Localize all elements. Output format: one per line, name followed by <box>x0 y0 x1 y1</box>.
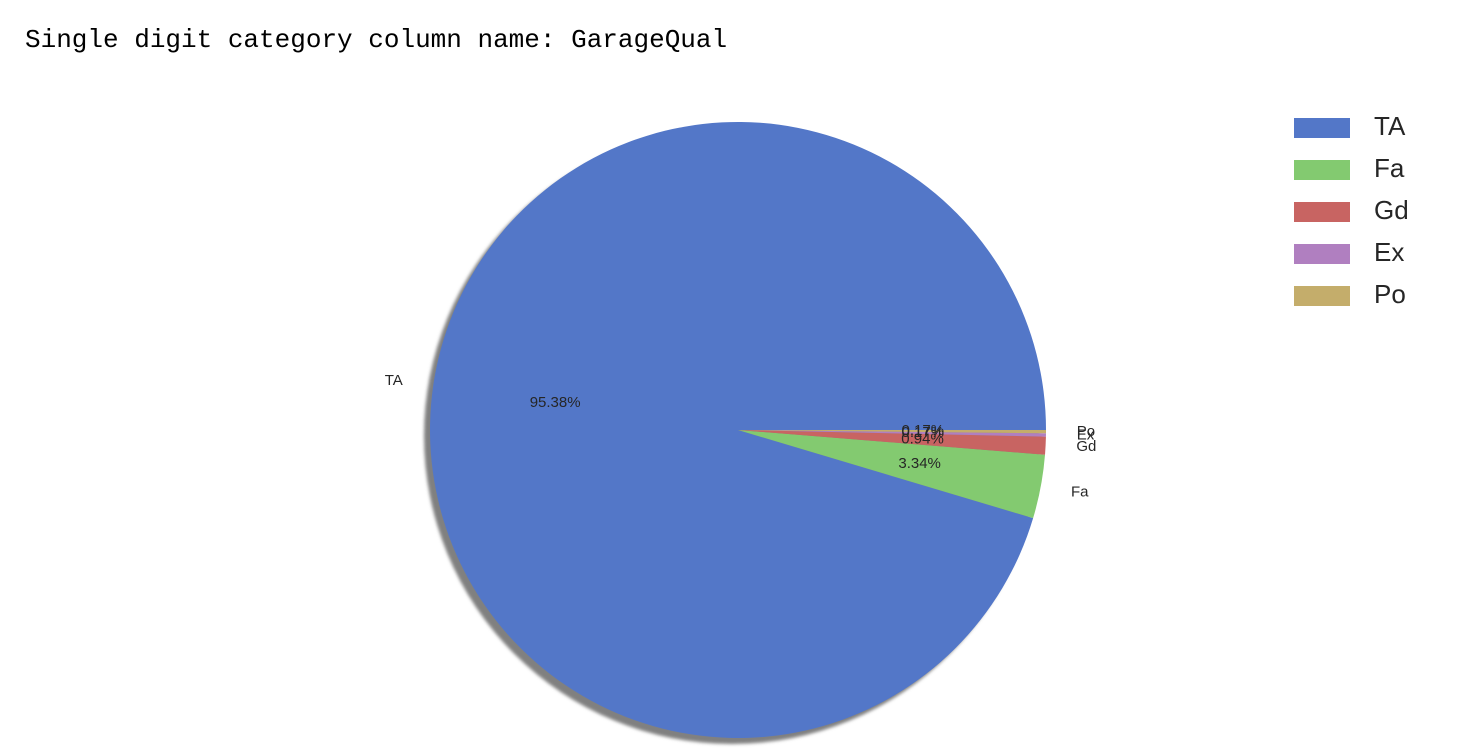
output-text: Single digit category column name: Garag… <box>25 25 728 55</box>
legend-swatch-fa <box>1294 160 1350 180</box>
slice-label-fa: Fa <box>1071 483 1089 500</box>
pie-slices <box>429 121 1046 738</box>
legend-swatch-ta <box>1294 118 1350 138</box>
legend-swatch-gd <box>1294 202 1350 222</box>
slice-label-ta: TA <box>385 372 403 389</box>
slice-label-gd: Gd <box>1076 438 1096 455</box>
percentage-labels: 95.38%3.34%0.94%0.17%0.17% <box>530 394 944 472</box>
pie-slice-fa <box>738 430 1046 519</box>
slice-percent-gd: 0.94% <box>901 430 944 447</box>
slice-percent-ex: 0.17% <box>902 424 945 441</box>
pie-slice-ta <box>429 121 1046 738</box>
pie-slice-po <box>738 430 1046 434</box>
slice-percent-po: 0.17% <box>902 422 945 439</box>
legend-label-ex: Ex <box>1374 237 1404 267</box>
slice-label-ex: Ex <box>1077 426 1095 443</box>
legend-label-ta: TA <box>1374 111 1406 141</box>
pie-slice-gd <box>738 430 1046 455</box>
legend-label-po: Po <box>1374 279 1406 309</box>
legend-swatch-po <box>1294 286 1350 306</box>
legend: TA Fa Gd Ex Po <box>1294 111 1409 309</box>
slice-percent-fa: 3.34% <box>898 455 941 472</box>
pie-slice-ex <box>738 430 1046 437</box>
slice-label-po: Po <box>1077 423 1095 440</box>
legend-label-fa: Fa <box>1374 153 1405 183</box>
legend-label-gd: Gd <box>1374 195 1409 225</box>
legend-swatch-ex <box>1294 244 1350 264</box>
slice-percent-ta: 95.38% <box>530 394 581 411</box>
